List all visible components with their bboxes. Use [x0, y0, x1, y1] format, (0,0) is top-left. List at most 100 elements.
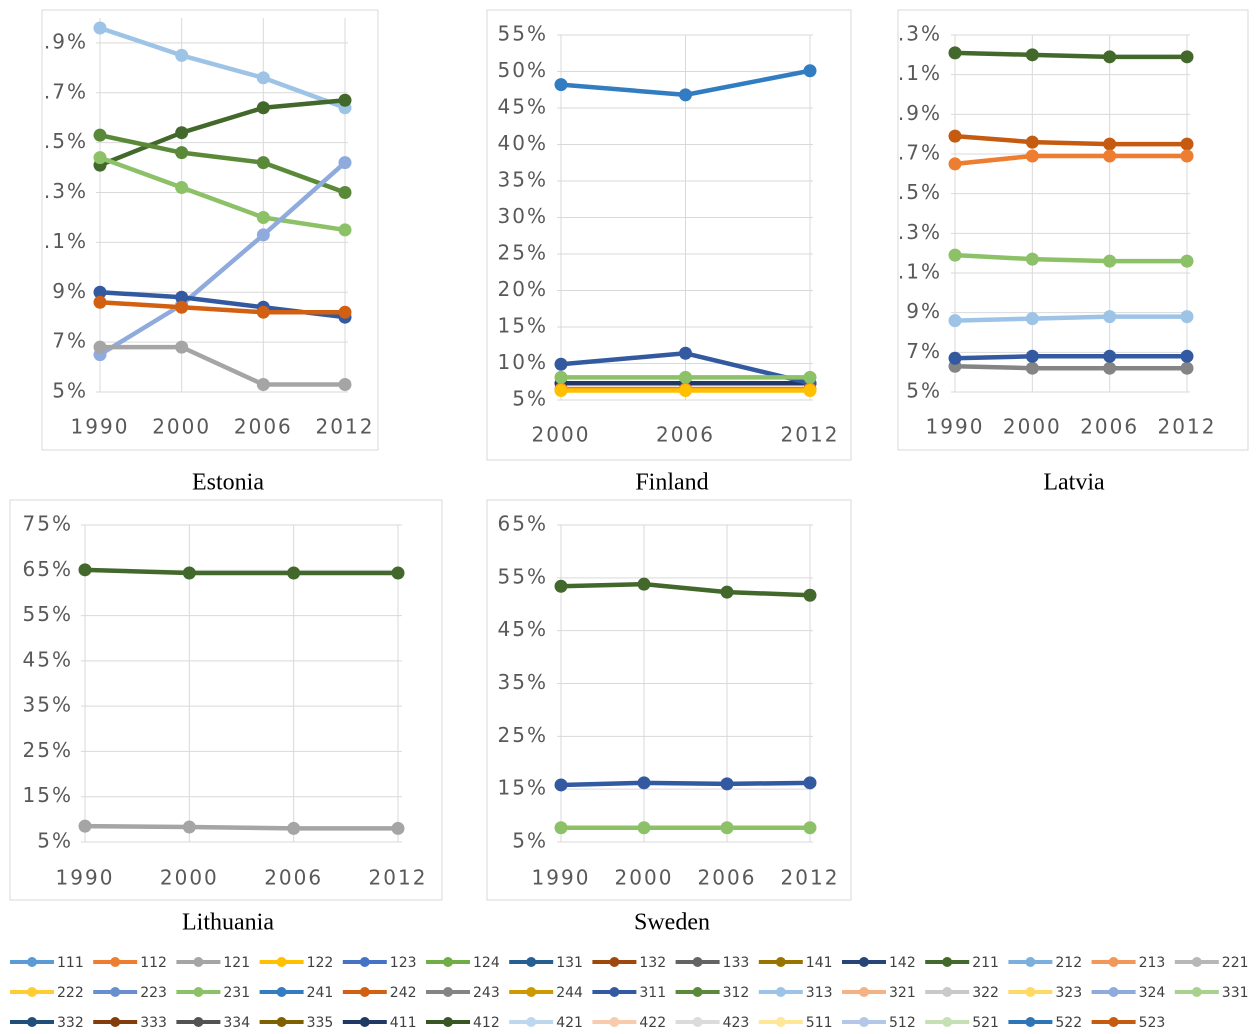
x-tick-label: 2012	[1158, 415, 1217, 439]
point	[1103, 361, 1117, 375]
legend-marker	[359, 1017, 370, 1027]
point	[720, 821, 734, 835]
legend-marker	[1108, 957, 1119, 967]
point	[256, 378, 270, 392]
point	[1180, 254, 1194, 268]
legend-label: 311	[639, 985, 666, 1001]
x-tick-label: 2006	[1080, 415, 1139, 439]
point	[1180, 50, 1194, 64]
x-tick-label: 2012	[369, 866, 428, 890]
x-tick-label: 2000	[152, 415, 211, 439]
point	[1180, 149, 1194, 163]
legend-label: 335	[307, 1015, 334, 1031]
legend-marker	[775, 1017, 786, 1027]
x-tick-label: 2006	[234, 415, 293, 439]
legend-marker	[1108, 987, 1119, 997]
legend-label: 334	[223, 1015, 250, 1031]
x-tick-label: 2006	[264, 866, 323, 890]
chart-title: Finland	[635, 470, 708, 496]
legend-marker	[1191, 987, 1202, 997]
point	[338, 93, 352, 107]
y-tick-label: .9%	[44, 29, 88, 53]
series-line	[560, 581, 811, 598]
x-tick-label: 2012	[316, 415, 375, 439]
point	[338, 223, 352, 237]
y-tick-label: .3%	[898, 22, 942, 46]
x-tick-label: 2000	[160, 866, 219, 890]
point	[637, 821, 651, 835]
point	[93, 295, 107, 309]
series-line	[954, 153, 1187, 167]
y-tick-label: 9%	[52, 279, 88, 303]
y-tick-label: .1%	[898, 260, 942, 284]
legend-marker	[1108, 1017, 1119, 1027]
series-line	[954, 133, 1187, 147]
x-tick-label: 2006	[656, 423, 715, 447]
panel-frame	[9, 499, 443, 901]
y-tick-label: 5%	[512, 387, 548, 411]
point	[1103, 310, 1117, 324]
point	[256, 210, 270, 224]
point	[256, 156, 270, 170]
y-tick-label: 35%	[498, 168, 548, 192]
point	[93, 128, 107, 142]
point	[803, 776, 817, 790]
y-tick-label: 30%	[498, 204, 548, 228]
point	[1180, 310, 1194, 324]
point	[338, 305, 352, 319]
series-line	[954, 252, 1187, 264]
y-tick-label: 25%	[23, 738, 73, 762]
legend-marker	[775, 957, 786, 967]
point	[287, 821, 301, 835]
series-line	[954, 314, 1187, 323]
y-tick-label: 35%	[498, 670, 548, 694]
legend-label: 313	[806, 985, 833, 1001]
y-tick-label: 20%	[498, 277, 548, 301]
y-tick-label: 65%	[23, 557, 73, 581]
point	[803, 64, 817, 78]
legend-label: 223	[140, 985, 167, 1001]
point	[1180, 349, 1194, 363]
series-line	[99, 98, 346, 168]
y-tick-label: 40%	[498, 131, 548, 155]
legend-marker	[1025, 957, 1036, 967]
point	[1025, 135, 1039, 149]
legend-label: 123	[390, 955, 417, 971]
legend-marker	[193, 987, 204, 997]
point	[78, 563, 92, 577]
legend-label: 112	[140, 955, 167, 971]
legend-label: 331	[1222, 985, 1249, 1001]
legend-label: 222	[57, 985, 84, 1001]
point	[175, 181, 189, 195]
point	[1025, 48, 1039, 62]
point	[554, 357, 568, 371]
legend-label: 124	[473, 955, 500, 971]
legend-marker	[1025, 987, 1036, 997]
point	[256, 71, 270, 85]
legend-marker	[609, 1017, 620, 1027]
legend-label: 231	[223, 985, 250, 1001]
legend-label: 421	[556, 1015, 583, 1031]
point	[554, 370, 568, 384]
legend-label: 221	[1222, 955, 1249, 971]
point	[93, 340, 107, 354]
point	[175, 48, 189, 62]
y-tick-label: 9%	[906, 299, 942, 323]
y-tick-label: 25%	[498, 241, 548, 265]
y-tick-label: 25%	[498, 723, 548, 747]
legend-marker	[27, 987, 37, 997]
point	[175, 290, 189, 304]
legend-marker	[27, 957, 37, 967]
legend-marker	[692, 957, 703, 967]
series-line	[954, 363, 1187, 371]
legend-marker	[609, 987, 620, 997]
legend-marker	[942, 987, 953, 997]
y-tick-label: 5%	[37, 829, 73, 853]
y-tick-label: 15%	[498, 776, 548, 800]
legend-marker	[609, 957, 620, 967]
legend-label: 321	[889, 985, 916, 1001]
point	[1180, 137, 1194, 151]
x-tick-label: 2012	[781, 866, 840, 890]
point	[338, 186, 352, 200]
